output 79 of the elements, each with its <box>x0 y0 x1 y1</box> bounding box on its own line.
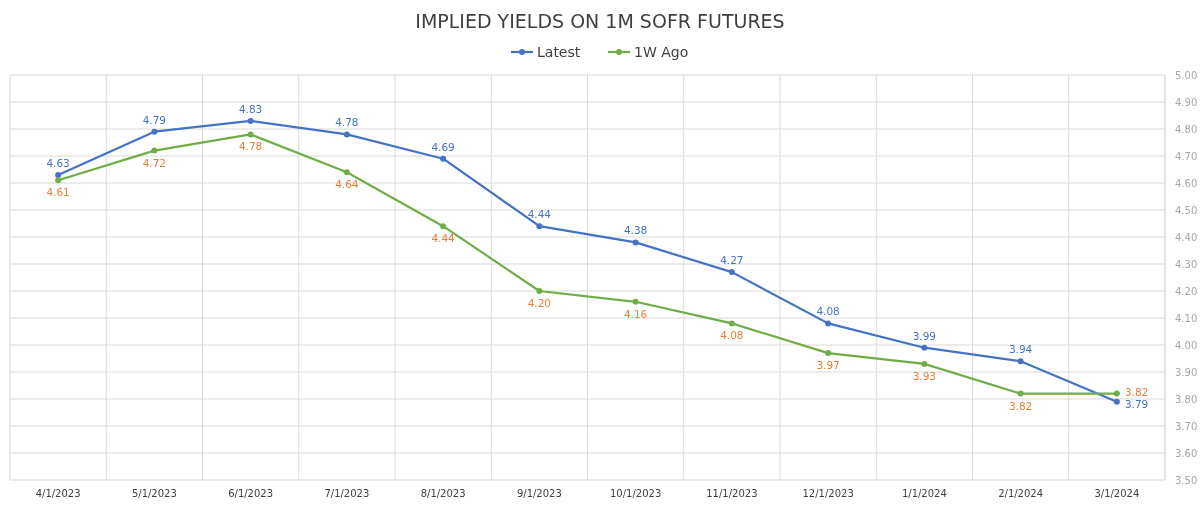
data-label: 4.69 <box>431 140 455 153</box>
data-label: 4.78 <box>335 116 359 129</box>
data-label: 4.08 <box>720 329 744 342</box>
point <box>151 147 158 154</box>
x-tick-label: 11/1/2023 <box>706 488 758 499</box>
x-tick-label: 10/1/2023 <box>609 488 662 499</box>
point <box>343 169 350 176</box>
y-tick-label: 4.50 <box>1175 205 1198 216</box>
data-label: 3.82 <box>1008 399 1033 412</box>
data-label: 4.16 <box>623 307 648 320</box>
point <box>536 223 543 230</box>
y-tick-label: 4.60 <box>1175 178 1198 189</box>
y-tick-label: 4.30 <box>1175 259 1198 270</box>
point <box>55 177 62 184</box>
x-tick-label: 1/1/2024 <box>901 488 947 499</box>
x-tick-label: 7/1/2023 <box>324 488 370 499</box>
y-tick-label: 3.60 <box>1175 448 1198 459</box>
point <box>343 131 350 138</box>
data-label: 3.93 <box>912 369 937 382</box>
data-label: 4.20 <box>527 297 552 309</box>
y-tick-label: 3.90 <box>1175 367 1198 378</box>
legend-label: 1W Ago <box>634 44 689 60</box>
x-tick-label: 5/1/2023 <box>131 488 177 499</box>
point <box>440 155 447 162</box>
legend-label: Latest <box>537 44 581 60</box>
y-tick-label: 4.40 <box>1175 232 1198 243</box>
data-label: 4.72 <box>142 156 167 169</box>
data-label: 4.61 <box>46 186 70 199</box>
data-label: 4.63 <box>46 156 70 169</box>
point <box>1017 358 1024 365</box>
data-label: 4.08 <box>816 305 840 318</box>
point <box>247 131 254 138</box>
data-label: 4.38 <box>623 224 648 237</box>
point <box>151 128 158 135</box>
x-tick-label: 9/1/2023 <box>516 488 562 499</box>
x-tick-label: 4/1/2023 <box>35 488 81 499</box>
y-tick-label: 3.70 <box>1175 421 1198 432</box>
point <box>921 360 928 367</box>
data-label: 3.79 <box>1124 397 1149 410</box>
point <box>440 223 447 230</box>
point <box>921 344 928 351</box>
y-tick-label: 3.80 <box>1175 394 1198 405</box>
data-label: 3.97 <box>816 359 840 372</box>
data-label: 4.27 <box>720 254 744 267</box>
chart-title: IMPLIED YIELDS ON 1M SOFR FUTURES <box>415 10 785 32</box>
data-label: 4.79 <box>142 113 167 126</box>
y-tick-label: 4.00 <box>1175 340 1198 351</box>
point <box>825 350 832 357</box>
data-label: 4.64 <box>335 178 359 191</box>
y-tick-label: 4.70 <box>1175 151 1198 162</box>
data-label: 4.78 <box>238 140 263 153</box>
x-tick-label: 12/1/2023 <box>802 488 854 499</box>
point <box>1113 398 1120 405</box>
point <box>1017 390 1024 397</box>
y-tick-label: 5.00 <box>1175 70 1198 81</box>
point <box>728 320 735 327</box>
x-tick-label: 2/1/2024 <box>998 488 1044 499</box>
y-tick-label: 4.90 <box>1175 97 1198 108</box>
point <box>632 239 639 246</box>
data-label: 3.94 <box>1008 343 1033 356</box>
point <box>1113 390 1120 397</box>
data-label: 3.82 <box>1124 385 1149 398</box>
data-label: 4.44 <box>527 208 552 221</box>
data-label: 4.83 <box>238 102 263 115</box>
data-label: 3.99 <box>912 329 937 342</box>
point <box>247 117 254 124</box>
data-label: 4.44 <box>431 232 456 245</box>
y-tick-label: 4.10 <box>1175 313 1198 324</box>
y-tick-label: 3.50 <box>1175 475 1198 486</box>
point <box>536 288 543 294</box>
point <box>825 320 832 327</box>
point <box>728 269 735 276</box>
x-tick-label: 3/1/2024 <box>1094 488 1140 499</box>
x-tick-label: 8/1/2023 <box>420 488 466 499</box>
y-tick-label: 4.20 <box>1175 286 1198 297</box>
point <box>632 298 639 305</box>
x-tick-label: 6/1/2023 <box>228 488 274 499</box>
y-tick-label: 4.80 <box>1175 124 1198 135</box>
point <box>55 171 62 178</box>
